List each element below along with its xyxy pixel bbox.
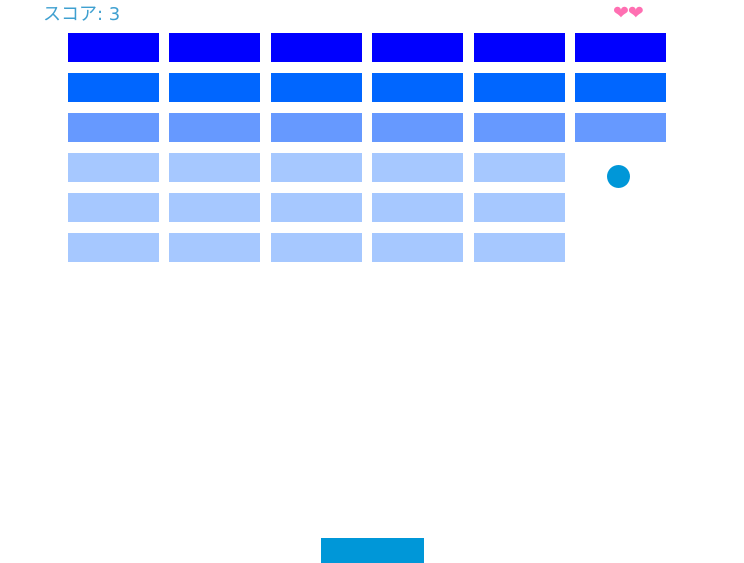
brick (169, 73, 260, 102)
brick (372, 73, 463, 102)
brick (372, 113, 463, 142)
brick (68, 113, 159, 142)
brick (68, 193, 159, 222)
brick (68, 153, 159, 182)
paddle[interactable] (321, 538, 424, 563)
brick (474, 113, 565, 142)
brick (372, 233, 463, 262)
brick (271, 233, 362, 262)
brick (575, 73, 666, 102)
brick (68, 73, 159, 102)
brick (169, 33, 260, 62)
brick (271, 193, 362, 222)
brick (271, 33, 362, 62)
ball (607, 165, 630, 188)
brick (372, 153, 463, 182)
brick (169, 193, 260, 222)
brick (271, 113, 362, 142)
brick (474, 33, 565, 62)
brick (271, 73, 362, 102)
brick (169, 153, 260, 182)
brick (169, 233, 260, 262)
brick (68, 33, 159, 62)
score-display: スコア: 3 (43, 4, 121, 25)
brick (474, 193, 565, 222)
brick (68, 233, 159, 262)
brick (575, 33, 666, 62)
brick (372, 33, 463, 62)
brick (474, 233, 565, 262)
lives-hearts-icon: ❤❤ (613, 2, 644, 24)
brick (271, 153, 362, 182)
brick (169, 113, 260, 142)
brick (474, 73, 565, 102)
brick (474, 153, 565, 182)
brick (575, 113, 666, 142)
brick (372, 193, 463, 222)
